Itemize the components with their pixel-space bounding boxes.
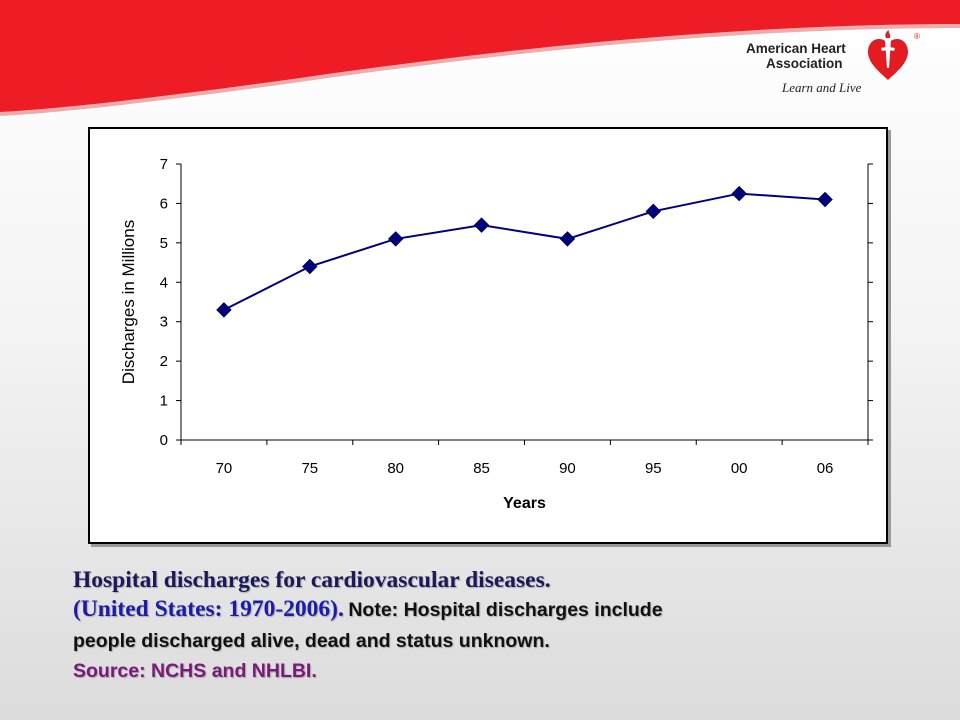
series-line xyxy=(223,192,826,311)
x-tick-label: 00 xyxy=(731,460,748,477)
data-point-marker xyxy=(216,302,232,318)
logo-tagline: Learn and Live xyxy=(782,80,862,95)
banner-red-swoosh xyxy=(0,0,960,112)
y-tick-label: 3 xyxy=(160,314,168,331)
logo-name-line1: American Heart xyxy=(746,41,846,56)
data-point-marker xyxy=(731,185,747,202)
y-tick-label: 4 xyxy=(160,274,168,291)
data-point-marker xyxy=(473,217,490,233)
data-point-marker xyxy=(387,231,404,247)
y-tick-label: 7 xyxy=(160,156,168,173)
y-tick-label: 0 xyxy=(160,432,168,449)
y-tick-label: 5 xyxy=(160,235,168,252)
logo-name-line2: Association xyxy=(766,56,843,71)
y-axis-title: Discharges in Millions xyxy=(119,220,138,384)
data-point-marker xyxy=(817,191,833,208)
x-tick-label: 95 xyxy=(645,460,662,477)
caption-subtitle-line: (United States: 1970-2006). Note: Hospit… xyxy=(73,594,913,627)
x-tick-label: 75 xyxy=(301,460,318,477)
x-tick-label: 85 xyxy=(473,460,490,477)
x-axis-title: Years xyxy=(503,495,546,512)
data-point-marker xyxy=(559,231,576,247)
y-tick-label: 1 xyxy=(160,393,168,410)
data-point-marker xyxy=(645,203,662,220)
line-chart: 0 1 2 3 4 5 6 7 70 75 80 85 90 95 00 06 Years Discharges … xyxy=(119,156,873,512)
aha-logo: American Heart Association Learn and Liv… xyxy=(742,30,942,105)
caption-note-line2: people discharged alive, dead and status… xyxy=(73,630,550,652)
x-tick-label: 06 xyxy=(817,460,834,477)
header-banner xyxy=(0,0,960,116)
heart-torch-icon xyxy=(868,30,908,80)
y-tick-label: 6 xyxy=(160,195,168,212)
caption-source: Source: NCHS and NHLBI. xyxy=(73,660,317,682)
slide-caption: Hospital discharges for cardiovascular d… xyxy=(73,566,913,687)
registered-mark: ® xyxy=(914,32,920,41)
y-tick-label: 2 xyxy=(160,353,168,370)
chart-frame: 0 1 2 3 4 5 6 7 70 75 80 85 90 95 00 06 Years Discharges … xyxy=(88,127,888,544)
x-tick-label: 70 xyxy=(216,460,233,477)
x-tick-label: 90 xyxy=(559,460,576,477)
caption-note-line1: Note: Hospital discharges include xyxy=(348,599,663,621)
data-point-marker xyxy=(302,258,318,275)
caption-title: Hospital discharges for cardiovascular d… xyxy=(73,567,551,593)
caption-subtitle: (United States: 1970-2006). xyxy=(73,596,344,622)
banner-red-edge xyxy=(0,24,960,116)
x-tick-label: 80 xyxy=(387,460,404,477)
